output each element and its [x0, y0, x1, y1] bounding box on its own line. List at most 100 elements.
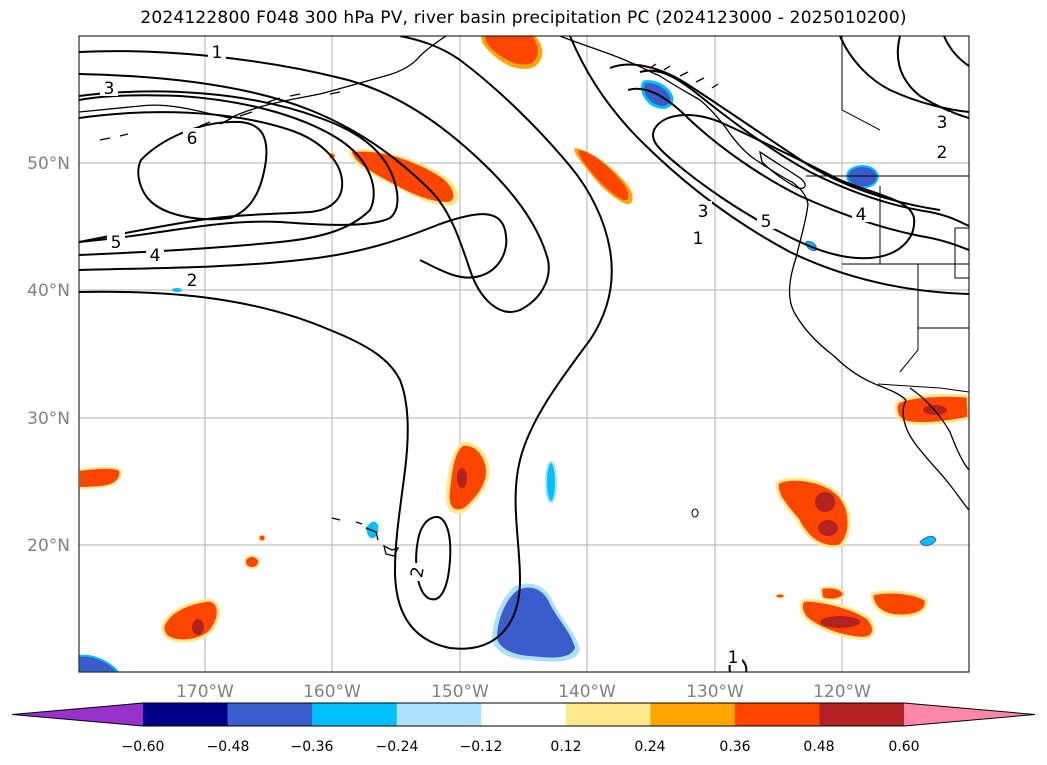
- pv-contour: [79, 94, 375, 256]
- contour-label: 5: [111, 233, 122, 253]
- precip-blob: [161, 598, 220, 643]
- precip-blob: [449, 445, 486, 510]
- colorbar-tick-label: −0.60: [122, 739, 165, 755]
- pv-contour: [627, 87, 969, 251]
- precip-blob: [818, 520, 838, 536]
- colorbar: [11, 702, 1036, 727]
- contour-label: 5: [761, 212, 772, 232]
- pv-contour: [415, 515, 452, 601]
- us-west-coast: [788, 203, 907, 401]
- colorbar-tick-label: −0.36: [291, 739, 334, 755]
- colorbar-tick-label: 0.36: [719, 739, 750, 755]
- alaska-coast: [79, 36, 447, 119]
- contour-label: 3: [937, 113, 948, 133]
- colorbar-segment: [565, 703, 651, 726]
- pv-contour: [79, 213, 508, 279]
- pv-contour: [79, 36, 613, 650]
- precip-blob: [485, 36, 538, 65]
- gulf-alaska-coast: [559, 36, 701, 101]
- contour-label: 2: [187, 271, 198, 291]
- baja-coast: [902, 399, 969, 511]
- contour-label: 1: [728, 648, 739, 668]
- lon-label: 170°W: [176, 682, 234, 702]
- contour-label: 4: [150, 246, 161, 266]
- vancouver-island: [759, 150, 806, 190]
- pv-contour: [569, 36, 969, 295]
- aleutian-islands: [99, 91, 341, 141]
- colorbar-tick-label: 0.48: [803, 739, 834, 755]
- lon-label: 120°W: [813, 682, 871, 702]
- map-frame: [78, 35, 970, 673]
- contour-label: 2: [407, 565, 429, 579]
- latitude-labels: 50°N 40°N 30°N 20°N: [27, 154, 70, 556]
- figure-title: 2024122800 F048 300 hPa PV, river basin …: [140, 8, 907, 28]
- lat-label: 30°N: [27, 409, 70, 429]
- precip-blob: [919, 535, 937, 547]
- state-border: [842, 186, 969, 373]
- pv-contour: [79, 50, 550, 313]
- pv-contour: [79, 111, 344, 243]
- precip-blob: [819, 586, 846, 601]
- lat-label: 20°N: [27, 536, 70, 556]
- precip-blob: [691, 508, 699, 518]
- colorbar-tick-label: 0.12: [550, 739, 581, 755]
- alaska-canada-border: [841, 36, 881, 131]
- hawaii-islands: [331, 517, 400, 557]
- bc-coast: [699, 99, 809, 205]
- lat-label: 40°N: [27, 281, 70, 301]
- lon-label: 140°W: [558, 682, 616, 702]
- colorbar-extend-high: [904, 703, 1035, 726]
- precip-blob: [578, 150, 629, 201]
- precip-blob: [172, 288, 182, 292]
- precip-blob: [244, 555, 260, 569]
- colorbar-segment: [481, 703, 567, 726]
- pv-contour: [609, 63, 941, 211]
- colorbar-segment: [396, 703, 482, 726]
- pv-contours: [79, 36, 969, 672]
- lon-label: 160°W: [303, 682, 361, 702]
- precip-blob: [820, 616, 860, 628]
- precip-blob: [775, 593, 785, 599]
- contour-label: 6: [187, 129, 198, 149]
- contour-label: 3: [104, 79, 115, 99]
- pv-contour: [652, 114, 916, 260]
- pv-contour: [896, 36, 969, 119]
- gulf-california: [909, 387, 969, 471]
- colorbar-tick-label: 0.24: [634, 739, 665, 755]
- colorbar-outline: [11, 702, 1036, 727]
- contour-label: 1: [212, 43, 223, 63]
- precip-blob: [258, 534, 266, 542]
- colorbar-tick-label: −0.48: [207, 739, 250, 755]
- contour-label: 1: [693, 229, 704, 249]
- longitude-labels: 170°W 160°W 150°W 140°W 130°W 120°W: [176, 682, 871, 702]
- pv-contour: [79, 90, 399, 243]
- contour-label: 3: [698, 202, 709, 222]
- map-background: [79, 36, 969, 672]
- precip-blob: [457, 468, 467, 488]
- precip-blob: [870, 590, 928, 618]
- lon-label: 150°W: [431, 682, 489, 702]
- lon-label: 130°W: [686, 682, 744, 702]
- colorbar-segment: [650, 703, 736, 726]
- precip-blob: [846, 165, 880, 189]
- colorbar-segment: [312, 703, 398, 726]
- coastlines: [79, 36, 969, 557]
- colorbar-segment: [819, 703, 905, 726]
- colorbar-segment: [734, 703, 820, 726]
- precip-blob: [79, 466, 122, 490]
- precip-blob: [79, 654, 120, 672]
- colorbar-tick-label: 0.60: [888, 739, 919, 755]
- colorbar-tick-label: −0.24: [376, 739, 419, 755]
- precip-blob: [192, 619, 204, 635]
- pv-contour: [137, 120, 268, 221]
- pv-contour: [639, 69, 969, 227]
- contour-label: 4: [856, 205, 867, 225]
- us-mexico-border: [877, 383, 969, 393]
- colorbar-tick-labels: −0.60 −0.48 −0.36 −0.24 −0.12 0.12 0.24 …: [122, 739, 920, 755]
- pv-contour: [839, 36, 969, 113]
- colorbar-segment: [227, 703, 313, 726]
- colorbar-segment: [143, 703, 229, 726]
- precip-blob: [815, 492, 835, 512]
- lat-label: 50°N: [27, 154, 70, 174]
